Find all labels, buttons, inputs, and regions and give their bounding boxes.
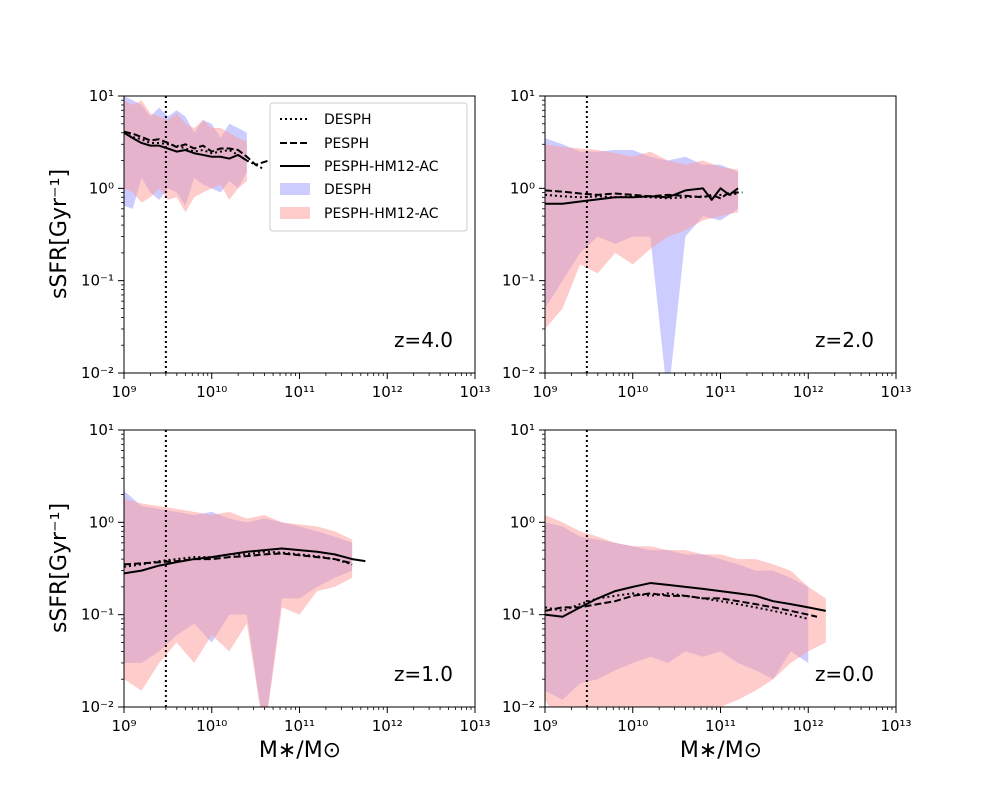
legend-hm12-band-label: PESPH-HM12-AC (324, 206, 439, 222)
y-tick-label: 10¹ (510, 421, 535, 439)
x-tick-label: 10¹⁰ (196, 383, 227, 401)
y-tick-label: 10⁰ (89, 179, 114, 197)
panel-z4: 10⁹ 10¹⁰ 10¹¹ 10¹² 10¹³ 10¹ 10⁰ 10⁻¹ 10⁻² z=4.0 (81, 87, 491, 401)
panel-z0: 10⁹ 10¹⁰ 10¹¹ 10¹² 10¹³ 10¹ 10⁰ 10⁻¹ 10⁻² z=0.0 (502, 421, 912, 735)
x-tick-label: 10¹¹ (705, 383, 736, 401)
x-tick-label: 10¹³ (459, 717, 490, 735)
y-axis-label-bottom: sSFR[Gyr⁻¹] (47, 503, 72, 633)
pesph-hm12-ac-band (545, 515, 826, 707)
y-tick-label: 10¹ (89, 87, 114, 105)
pesph-line (545, 592, 818, 618)
x-tick-label: 10⁹ (532, 383, 557, 401)
pesph-line (545, 189, 743, 200)
plot-area (545, 96, 743, 373)
pesph-hm12-ac-band (124, 100, 247, 213)
y-tick-label: 10⁻² (502, 364, 535, 382)
y-tick-label: 10⁻² (502, 698, 535, 716)
pesph-hm12-ac-band (545, 144, 739, 329)
x-tick-label: 10⁹ (111, 717, 136, 735)
legend-pesph-line-label: PESPH (324, 136, 369, 152)
legend: DESPH PESPH PESPH-HM12-AC DESPH PESPH-HM… (269, 102, 468, 232)
pesph-hm12-ac-line (124, 547, 366, 575)
y-tick-label: 10⁻¹ (81, 606, 114, 624)
x-tick-label: 10¹³ (880, 717, 911, 735)
legend-desph-band-label: DESPH (324, 182, 371, 198)
pesph-hm12-ac-line (545, 582, 826, 618)
x-tick-label: 10⁹ (111, 383, 136, 401)
x-tick-label: 10¹³ (880, 383, 911, 401)
x-tick-label: 10¹² (793, 383, 824, 401)
redshift-label: z=0.0 (815, 662, 874, 686)
plot-area (124, 430, 366, 707)
desph-line (124, 131, 265, 171)
x-tick-label: 10¹⁰ (617, 383, 648, 401)
pesph-line (124, 552, 353, 566)
x-tick-label: 10¹² (793, 717, 824, 735)
panel-z2: 10⁹ 10¹⁰ 10¹¹ 10¹² 10¹³ 10¹ 10⁰ 10⁻¹ 10⁻² z=2.0 (502, 87, 912, 401)
legend-desph-line-label: DESPH (324, 112, 371, 128)
y-tick-label: 10⁻¹ (502, 606, 535, 624)
x-axis-label-right: M∗/M⊙ (680, 738, 762, 763)
pesph-line (124, 130, 270, 166)
x-tick-label: 10¹² (372, 383, 403, 401)
y-tick-label: 10⁻¹ (81, 272, 114, 290)
x-tick-label: 10¹³ (459, 383, 490, 401)
redshift-label: z=2.0 (815, 328, 874, 352)
x-axis-label-left: M∗/M⊙ (259, 738, 341, 763)
y-tick-label: 10⁻² (81, 698, 114, 716)
y-tick-label: 10⁰ (510, 513, 535, 531)
plot-area (545, 430, 826, 707)
legend-hm12-band-sample (280, 207, 310, 219)
y-tick-label: 10⁰ (510, 179, 535, 197)
y-tick-label: 10¹ (510, 87, 535, 105)
x-tick-label: 10⁹ (532, 717, 557, 735)
plot-area (124, 96, 270, 373)
x-tick-label: 10¹¹ (284, 717, 315, 735)
y-tick-label: 10¹ (89, 421, 114, 439)
legend-frame (269, 102, 468, 232)
x-tick-label: 10¹⁰ (617, 717, 648, 735)
panel-z1: 10⁹ 10¹⁰ 10¹¹ 10¹² 10¹³ 10¹ 10⁰ 10⁻¹ 10⁻² z=1.0 (81, 421, 491, 735)
desph-line (545, 592, 809, 620)
x-tick-label: 10¹⁰ (196, 717, 227, 735)
x-tick-label: 10¹¹ (284, 383, 315, 401)
y-tick-label: 10⁻¹ (502, 272, 535, 290)
pesph-hm12-ac-line (124, 131, 248, 162)
x-tick-label: 10¹² (372, 717, 403, 735)
legend-hm12-line-label: PESPH-HM12-AC (324, 159, 439, 175)
y-axis-label-top: sSFR[Gyr⁻¹] (47, 169, 72, 299)
redshift-label: z=1.0 (394, 662, 453, 686)
legend-desph-band-sample (280, 183, 310, 195)
pesph-hm12-ac-line (545, 187, 739, 205)
y-tick-label: 10⁻² (81, 364, 114, 382)
x-tick-label: 10¹¹ (705, 717, 736, 735)
y-tick-label: 10⁰ (89, 513, 114, 531)
redshift-label: z=4.0 (394, 328, 453, 352)
pesph-hm12-ac-band (124, 498, 353, 707)
